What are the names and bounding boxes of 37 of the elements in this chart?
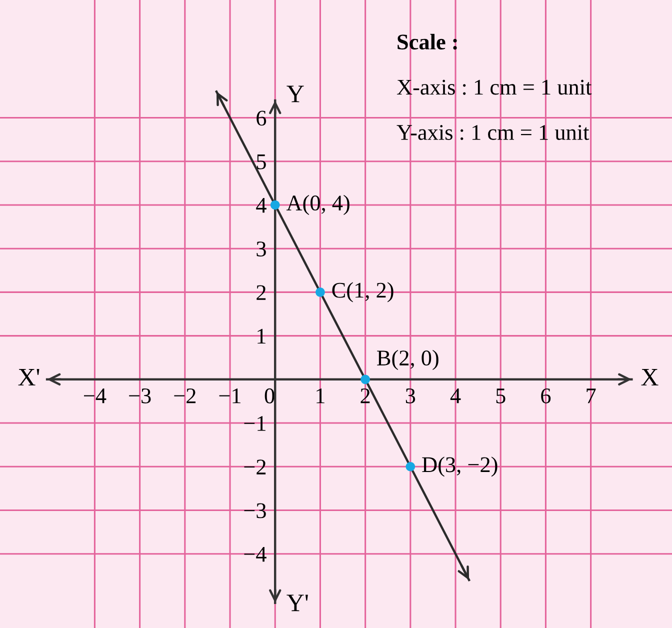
annotation: X' <box>18 369 40 386</box>
x-tick-label: −4 <box>84 388 106 404</box>
data-label: B(2, 0) <box>377 350 438 370</box>
x-tick-label: 6 <box>541 388 551 404</box>
x-tick-label: 5 <box>496 388 506 404</box>
annotation: Scale : <box>398 34 457 50</box>
x-tick-label: 3 <box>406 388 416 404</box>
y-axis-title: Y <box>286 86 304 102</box>
y-tick-label: 3 <box>256 242 266 257</box>
data-label: A(0, 4) <box>286 194 350 216</box>
x-axis-title: X <box>641 369 658 386</box>
data-label: D(3, −2) <box>422 456 498 477</box>
y-tick-label: 6 <box>256 110 266 126</box>
point <box>360 374 370 384</box>
x-tick-label: −2 <box>174 388 196 404</box>
x-tick-label: 4 <box>450 388 461 404</box>
x-tick-label: 2 <box>360 388 370 404</box>
data-label: C(1, 2) <box>332 282 394 302</box>
annotation: Y' <box>286 594 308 612</box>
y-tick-label: 5 <box>256 154 266 170</box>
point <box>270 200 280 210</box>
x-tick-label: 7 <box>586 388 596 404</box>
y-tick-label: 4 <box>256 198 266 213</box>
annotation: Y-axis : 1 cm = 1 unit <box>396 125 590 140</box>
y-tick-label: −2 <box>244 460 266 474</box>
point <box>406 462 416 472</box>
x-tick-label: 0 <box>264 388 274 404</box>
y-tick-label: −4 <box>244 546 266 562</box>
annotation: X-axis : 1 cm = 1 unit <box>396 80 592 95</box>
x-tick-label: 1 <box>316 388 324 404</box>
y-tick-label: 2 <box>256 285 266 300</box>
x-tick-label: −1 <box>219 388 241 404</box>
y-tick-label: 1 <box>258 328 266 344</box>
y-tick-label: −3 <box>244 503 266 518</box>
y-tick-label: −1 <box>244 416 266 431</box>
point <box>316 288 325 297</box>
x-tick-label: −3 <box>129 388 151 404</box>
